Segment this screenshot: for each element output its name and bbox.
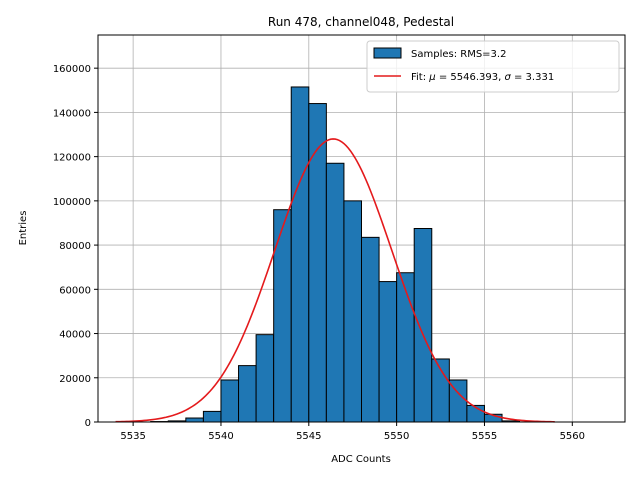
y-tick-label: 80000 (59, 241, 91, 252)
histogram-bar (413, 228, 433, 423)
histogram-bar (273, 209, 292, 423)
histogram-bar (238, 365, 257, 423)
x-axis-label: ADC Counts (331, 454, 391, 465)
y-tick-label: 120000 (53, 153, 91, 164)
chart-title: Run 478, channel048, Pedestal (268, 15, 454, 29)
histogram-bar (378, 281, 398, 423)
x-tick-label: 5550 (384, 431, 409, 442)
y-tick-label: 20000 (59, 374, 91, 385)
histogram-bar (308, 103, 327, 423)
plot-frame (97, 34, 626, 423)
x-tick-label: 5540 (208, 431, 233, 442)
histogram-bar (290, 86, 310, 423)
fit-curve-layer (115, 138, 555, 423)
legend-box (366, 40, 620, 93)
histogram-bar (361, 236, 380, 423)
x-tick-label: 5560 (560, 431, 585, 442)
y-tick-label: 40000 (59, 330, 91, 341)
histogram-bar (202, 410, 222, 423)
y-axis-ticks: 0 20000 40000 60000 80000 100000 120000 140000 1… (53, 64, 98, 429)
legend-histogram-swatch (373, 47, 402, 59)
histogram-bars (150, 86, 521, 423)
y-tick-label: 0 (85, 418, 91, 429)
histogram-bar (185, 417, 204, 423)
y-axis-label: Entries (18, 211, 29, 246)
y-tick-label: 140000 (53, 108, 91, 119)
histogram-bar (325, 162, 345, 423)
legend-histogram-label: Samples: RMS=3.2 (411, 49, 506, 60)
histogram-bar (220, 379, 240, 423)
x-tick-label: 5555 (472, 431, 497, 442)
x-tick-label: 5535 (120, 431, 145, 442)
histogram-bar (396, 272, 415, 423)
x-axis-ticks: 5535 5540 5545 5550 5555 5560 (120, 422, 585, 442)
x-tick-label: 5545 (296, 431, 321, 442)
legend-fit-label: Fit: μ = 5546.393, σ = 3.331 (411, 72, 554, 83)
fit-curve (115, 138, 555, 423)
y-tick-label: 160000 (53, 64, 91, 75)
histogram-bar (343, 200, 362, 423)
histogram-bar (255, 334, 275, 423)
y-tick-label: 100000 (53, 197, 91, 208)
plot-area (97, 34, 626, 423)
legend: Samples: RMS=3.2 Fit: μ = 5546.393, σ = … (366, 40, 620, 93)
y-tick-label: 60000 (59, 285, 91, 296)
